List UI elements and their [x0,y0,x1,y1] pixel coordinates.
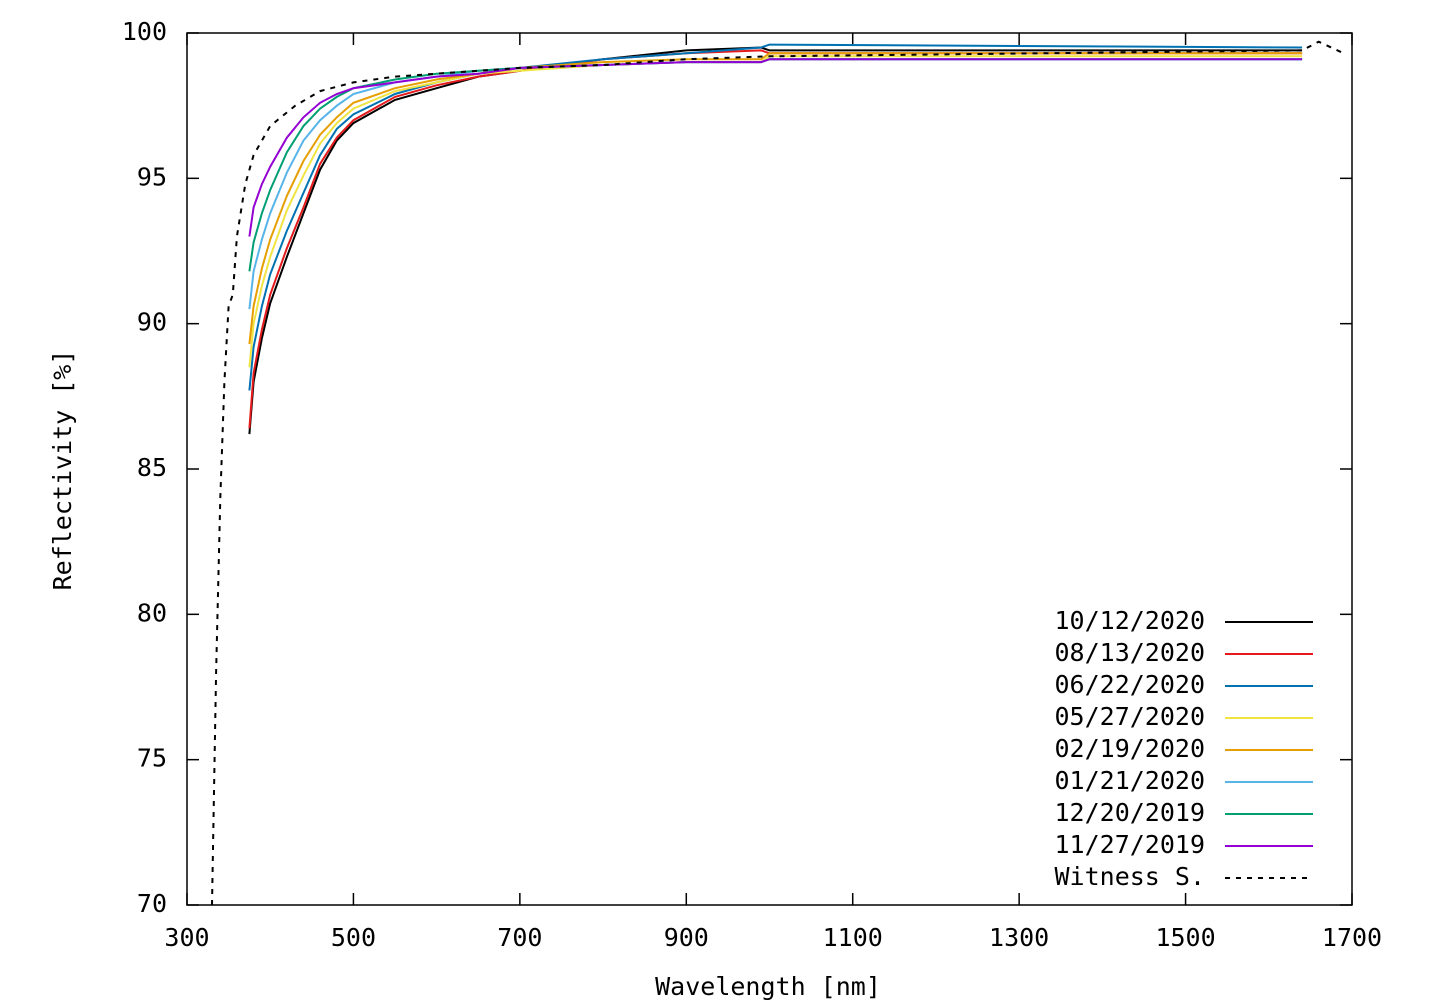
data-line [248,43,1303,391]
legend-label: 12/20/2019 [1054,798,1205,827]
data-line [248,46,1303,435]
data-line [211,40,1345,906]
y-tick-label: 80 [137,598,167,627]
y-tick-label: 85 [137,453,167,482]
x-tick-label: 900 [664,923,709,952]
y-tick-label: 95 [137,162,167,191]
data-line [248,52,1303,345]
legend-label: 10/12/2020 [1054,606,1205,635]
x-tick-label: 300 [164,923,209,952]
legend-label: 01/21/2020 [1054,766,1205,795]
y-tick-label: 75 [137,744,167,773]
y-tick-label: 70 [137,889,167,918]
legend-label: 06/22/2020 [1054,670,1205,699]
x-axis-label: Wavelength [nm] [655,972,881,1001]
x-tick-label: 1100 [823,923,883,952]
data-line [248,55,1303,368]
legend-label: 02/19/2020 [1054,734,1205,763]
data-line [248,58,1303,237]
legend-label: 08/13/2020 [1054,638,1205,667]
x-tick-label: 1500 [1155,923,1215,952]
plot-frame [186,32,1353,906]
data-line [248,49,1303,429]
y-axis-label: Reflectivity [%] [48,350,77,591]
y-tick-label: 100 [122,17,167,46]
x-tick-label: 700 [497,923,542,952]
x-tick-label: 500 [331,923,376,952]
legend-label: Witness S. [1054,862,1205,891]
y-tick-label: 90 [137,308,167,337]
legend-label: 05/27/2020 [1054,702,1205,731]
x-tick-label: 1300 [989,923,1049,952]
x-tick-label: 1700 [1322,923,1382,952]
legend-label: 11/27/2019 [1054,830,1205,859]
